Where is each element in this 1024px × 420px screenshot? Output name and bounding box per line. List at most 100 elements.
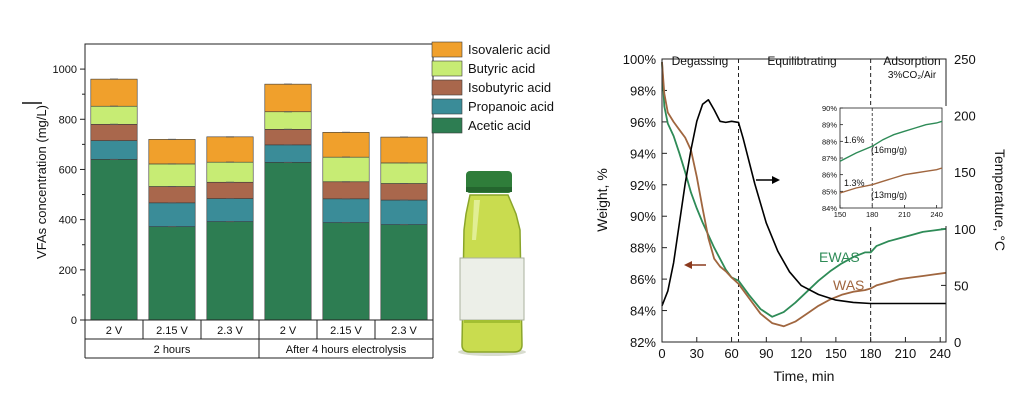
bar-segment xyxy=(380,136,428,164)
bottle-illustration xyxy=(458,171,526,356)
bar-y-axis-title: VFAs concentration (mg/L) xyxy=(34,105,49,259)
bar-segment xyxy=(206,221,254,321)
phase-adsorption-sublabel: 3%CO₂/Air xyxy=(888,70,937,81)
bar-segment xyxy=(380,162,428,184)
inset-x-tick-label: 240 xyxy=(930,210,943,219)
bar-segment xyxy=(206,181,254,199)
legend-swatch xyxy=(431,117,463,134)
tga-series-line-2 xyxy=(661,62,947,328)
tga-y2-tick-label: 250 xyxy=(954,52,976,67)
tga-y-axis-title: Weight, % xyxy=(594,168,610,232)
bar-segment xyxy=(380,199,428,225)
bar-segment xyxy=(148,163,196,187)
tga-x-tick-label: 150 xyxy=(825,346,847,361)
inset-series-line-2 xyxy=(839,167,943,194)
tga-x-tick-label: 60 xyxy=(724,346,738,361)
tga-x-tick-label: 120 xyxy=(790,346,812,361)
inset-was-uptake-mass-label: (13mg/g) xyxy=(871,190,907,200)
tga-y-tick-label: 94% xyxy=(630,146,656,161)
bar-segment xyxy=(148,139,196,165)
legend-label: Propanoic acid xyxy=(468,99,554,114)
bar-segment xyxy=(90,123,138,141)
legend-label: Butyric acid xyxy=(468,61,535,76)
inset-y-tick-label: 85% xyxy=(822,187,837,196)
bar-segment xyxy=(148,226,196,321)
tga-y2-tick-label: 150 xyxy=(954,165,976,180)
bar-segments xyxy=(90,78,428,321)
bar-segment xyxy=(264,129,312,146)
phase-degassing-label: Degassing xyxy=(672,54,729,68)
bar-y-tick-label: 200 xyxy=(59,265,77,277)
inset-series-line-1 xyxy=(839,120,943,162)
bar-segment xyxy=(264,162,312,321)
bar-segment xyxy=(90,105,138,125)
tga-x-tick-label: 180 xyxy=(860,346,882,361)
temperature-arrow xyxy=(756,176,780,184)
bar-category-label: 2 V xyxy=(106,325,123,337)
bar-category-table: 2 V 2.15 V 2.3 V 2 V 2.15 V 2.3 V 2 hours After… xyxy=(84,320,434,359)
tga-series xyxy=(661,62,947,328)
bar-segment xyxy=(322,132,370,158)
bar-category-label: 2.15 V xyxy=(330,325,362,337)
bar-y-axis: 0 200 400 600 800 1000 xyxy=(53,64,85,327)
legend-swatch xyxy=(431,98,463,115)
legend-swatch xyxy=(431,79,463,96)
phase-adsorption-label: Adsorption xyxy=(883,54,940,68)
bar-y-tick-label: 0 xyxy=(71,315,77,327)
legend-label: Isovaleric acid xyxy=(468,42,550,57)
bar-error-bars xyxy=(110,78,408,228)
tga-x-axis-title: Time, min xyxy=(774,368,835,384)
inset-y-tick-label: 86% xyxy=(822,171,837,180)
tga-x-tick-label: 210 xyxy=(895,346,917,361)
ewas-annotation: EWAS xyxy=(819,249,860,265)
inset-y-tick-label: 90% xyxy=(822,104,837,113)
tga-y2-tick-label: 50 xyxy=(954,278,968,293)
bar-segment xyxy=(206,198,254,222)
bar-segment xyxy=(322,181,370,200)
tga-axes: 0 30 60 90 120 150 180 210 240 82% 84% 86% 88% 90% 92%… xyxy=(623,52,976,361)
bar-legend: Isovaleric acid Butyric acid Isobutyric ac… xyxy=(431,41,554,134)
was-annotation: WAS xyxy=(833,277,864,293)
tga-y-tick-label: 92% xyxy=(630,178,656,193)
tga-y-tick-label: 98% xyxy=(630,83,656,98)
tga-phase-labels: Degassing Equilibtrating Adsorption 3%CO… xyxy=(672,54,941,81)
bar-segment xyxy=(264,144,312,163)
bar-segment xyxy=(90,159,138,321)
bar-segment xyxy=(264,111,312,130)
tga-weight-temperature-chart: 0 30 60 90 120 150 180 210 240 82% 84% 86% 88% 90% 92%… xyxy=(594,52,1008,384)
legend-label: Acetic acid xyxy=(468,118,531,133)
bar-y-tick-label: 600 xyxy=(59,164,77,176)
bar-group-label: 2 hours xyxy=(154,344,191,356)
vfa-stacked-bar-chart: 0 200 400 600 800 1000 2 V 2.15 V 2.3 V 2 V 2.15 … xyxy=(22,41,554,359)
bar-y-tick-label: 800 xyxy=(59,114,77,126)
weight-arrow xyxy=(684,261,706,269)
tga-y-tick-label: 86% xyxy=(630,272,656,287)
bar-segment xyxy=(90,78,138,107)
legend-swatch xyxy=(431,60,463,77)
bar-segment xyxy=(322,198,370,223)
bar-segment xyxy=(380,183,428,201)
bar-segment xyxy=(264,83,312,113)
bar-category-label: 2.3 V xyxy=(391,325,417,337)
tga-y-tick-label: 96% xyxy=(630,115,656,130)
legend-label: Isobutyric acid xyxy=(468,80,551,95)
inset-y-tick-label: 84% xyxy=(822,204,837,213)
bar-segment xyxy=(148,202,196,227)
tga-y-tick-label: 84% xyxy=(630,304,656,319)
bar-segment xyxy=(206,136,254,163)
inset-ewas-uptake-mass-label: (16mg/g) xyxy=(871,145,907,155)
tga-x-tick-label: 90 xyxy=(759,346,773,361)
legend-swatch xyxy=(431,41,463,58)
inset-y-tick-label: 89% xyxy=(822,121,837,130)
bar-segment xyxy=(206,161,254,183)
bar-segment xyxy=(380,224,428,321)
inset-y-tick-label: 87% xyxy=(822,154,837,163)
tga-series-line-1 xyxy=(661,62,947,318)
bar-segment xyxy=(90,140,138,160)
inset-x-tick-label: 210 xyxy=(898,210,911,219)
tga-y2-tick-label: 100 xyxy=(954,222,976,237)
tga-y-tick-label: 90% xyxy=(630,209,656,224)
inset-x-tick-label: 150 xyxy=(834,210,847,219)
tga-y-tick-label: 82% xyxy=(630,335,656,350)
